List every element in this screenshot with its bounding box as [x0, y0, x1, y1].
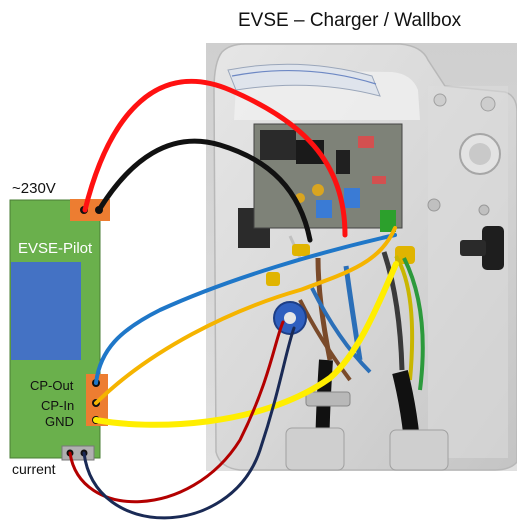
wire-orange-cp-in — [94, 226, 397, 405]
gnd-label: GND — [45, 414, 74, 429]
wire-blue-cp-out — [94, 233, 397, 385]
wires — [68, 78, 399, 520]
supply-voltage-label: ~230V — [12, 180, 56, 197]
diagram-title: EVSE – Charger / Wallbox — [238, 10, 462, 31]
wallbox-photo — [206, 43, 517, 471]
wire-red-mains — [82, 78, 348, 238]
cp-in-label: CP-In — [41, 398, 75, 413]
current-label: current — [12, 461, 56, 477]
wire-darkred-current — [68, 320, 285, 504]
wire-yellow-gnd — [93, 261, 399, 428]
evse-pilot-module — [9, 199, 110, 461]
cp-out-label: CP-Out — [30, 378, 74, 393]
module-name-label: EVSE-Pilot — [18, 240, 93, 257]
module-blue-block — [11, 262, 81, 360]
wire-navy-current — [82, 326, 296, 520]
wire-black-mains — [96, 138, 313, 243]
